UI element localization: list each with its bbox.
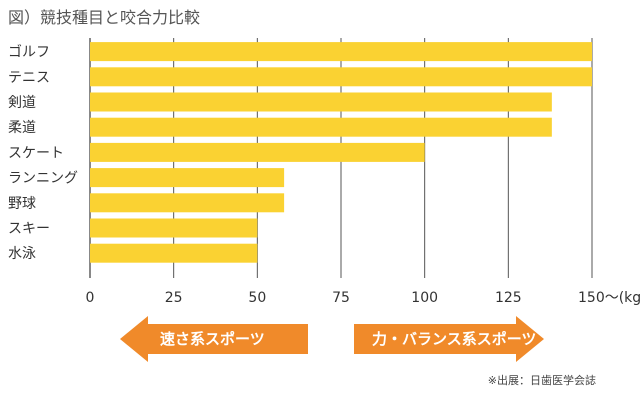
x-tick-label: 150〜(kg) xyxy=(578,290,640,306)
right-arrow-icon xyxy=(354,316,544,362)
bar xyxy=(90,218,258,238)
category-label: 柔道 xyxy=(8,120,36,136)
category-label: 野球 xyxy=(8,196,36,212)
x-tick-label: 75 xyxy=(332,290,350,306)
category-label: 水泳 xyxy=(8,246,36,262)
category-label: スキー xyxy=(8,221,50,237)
category-label: ランニング xyxy=(8,171,78,187)
speed-sports-label: 速さ系スポーツ xyxy=(160,330,265,348)
bar xyxy=(90,168,285,188)
chart-title: 図）競技種目と咬合力比較 xyxy=(8,8,201,27)
x-tick-label: 100 xyxy=(411,290,438,306)
bar xyxy=(90,67,592,87)
speed-sports-arrow: 速さ系スポーツ xyxy=(120,316,308,362)
bar xyxy=(90,42,592,62)
bar xyxy=(90,193,285,213)
left-arrow-icon xyxy=(120,316,308,362)
x-tick-label: 125 xyxy=(495,290,522,306)
power-balance-sports-arrow: 力・バランス系スポーツ xyxy=(354,316,544,362)
x-tick-label: 0 xyxy=(86,290,95,306)
x-tick-label: 25 xyxy=(165,290,183,306)
bar xyxy=(90,142,425,162)
bar xyxy=(90,92,552,112)
power-balance-sports-label: 力・バランス系スポーツ xyxy=(372,330,537,348)
source-note: ※出展：日歯医学会誌 xyxy=(487,374,596,387)
category-label: テニス xyxy=(8,70,50,86)
category-label: 剣道 xyxy=(8,95,36,111)
category-label: スケート xyxy=(8,145,64,161)
bar xyxy=(90,117,552,137)
category-label: ゴルフ xyxy=(8,44,50,61)
x-tick-label: 50 xyxy=(248,290,266,306)
bar xyxy=(90,243,258,263)
